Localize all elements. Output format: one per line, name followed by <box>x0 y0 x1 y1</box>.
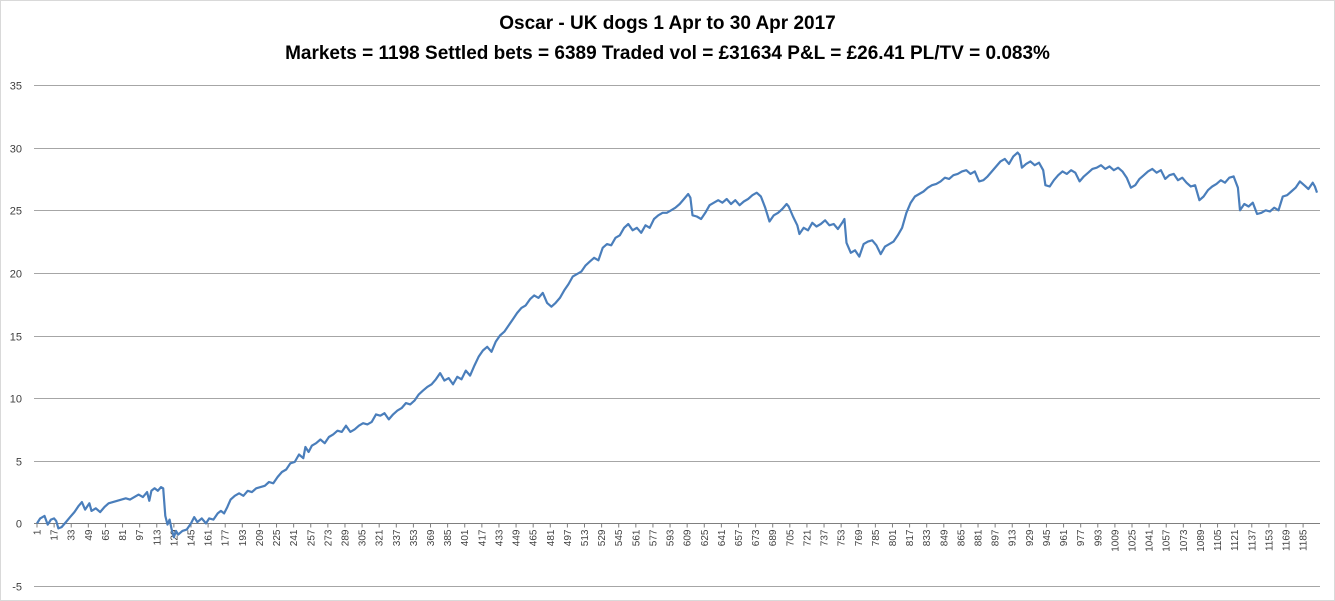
series-layer <box>36 151 1319 539</box>
x-tick-label: 1057 <box>1162 529 1173 552</box>
x-tick-label: 513 <box>580 529 591 546</box>
gridlines <box>34 85 1320 587</box>
x-tick-label: 625 <box>700 529 711 546</box>
y-axis-tick-labels: -5 0 5 10 15 20 25 30 35 <box>10 81 22 594</box>
x-tick-label: 177 <box>221 529 232 546</box>
y-tick-label: -5 <box>12 582 22 594</box>
x-tick-label: 1 <box>33 529 44 535</box>
x-tick-label: 1169 <box>1281 529 1292 551</box>
x-tick-label: 689 <box>768 529 779 546</box>
x-tick-label: 209 <box>255 529 266 546</box>
x-tick-label: 193 <box>238 529 249 546</box>
x-tick-label: 897 <box>991 529 1002 546</box>
x-tick-label: 1025 <box>1128 529 1139 552</box>
y-tick-label: 10 <box>10 394 22 406</box>
x-tick-label: 289 <box>340 529 351 546</box>
x-tick-label: 961 <box>1059 529 1070 546</box>
x-tick-label: 737 <box>820 529 831 546</box>
x-tick-label: 993 <box>1093 529 1104 546</box>
x-tick-label: 33 <box>67 529 78 541</box>
y-tick-label: 15 <box>10 332 22 344</box>
chart-title: Oscar - UK dogs 1 Apr to 30 Apr 2017 <box>499 13 836 34</box>
x-tick-label: 1089 <box>1196 529 1207 552</box>
x-tick-label: 1009 <box>1110 529 1121 552</box>
x-tick-label: 305 <box>358 529 369 546</box>
x-tick-label: 257 <box>306 529 317 546</box>
x-axis-tick-labels: 1 17 33 49 65 81 97 113 129 145 161 177 193 209 225 241… <box>33 529 1310 552</box>
x-tick-label: 1185 <box>1299 529 1310 551</box>
x-tick-label: 849 <box>939 529 950 546</box>
x-tick-label: 785 <box>871 529 882 546</box>
x-tick-label: 225 <box>272 529 283 546</box>
y-tick-label: 30 <box>10 144 22 156</box>
chart-subtitle: Markets = 1198 Settled bets = 6389 Trade… <box>285 43 1050 64</box>
x-tick-label: 801 <box>888 529 899 546</box>
y-tick-label: 0 <box>16 519 22 531</box>
x-tick-label: 321 <box>375 529 386 546</box>
x-tick-label: 49 <box>84 529 95 541</box>
x-tick-label: 1153 <box>1264 529 1275 551</box>
x-tick-label: 881 <box>974 529 985 546</box>
x-tick-label: 833 <box>922 529 933 546</box>
x-tick-label: 577 <box>648 529 659 546</box>
x-tick-label: 273 <box>323 529 334 546</box>
x-tick-label: 97 <box>135 529 146 541</box>
y-tick-label: 25 <box>10 206 22 218</box>
x-tick-label: 913 <box>1008 529 1019 546</box>
x-tick-label: 721 <box>802 529 813 546</box>
x-tick-label: 481 <box>546 529 557 546</box>
x-tick-label: 929 <box>1025 529 1036 546</box>
x-tick-label: 657 <box>734 529 745 546</box>
x-tick-label: 385 <box>443 529 454 546</box>
x-tick-label: 1041 <box>1145 529 1156 552</box>
x-tick-label: 161 <box>204 529 215 546</box>
x-tick-label: 433 <box>494 529 505 546</box>
x-tick-label: 369 <box>426 529 437 546</box>
x-tick-label: 417 <box>477 529 488 546</box>
x-tick-label: 1121 <box>1230 529 1241 551</box>
x-tick-label: 81 <box>118 529 129 541</box>
x-tick-label: 545 <box>614 529 625 546</box>
x-tick-label: 817 <box>905 529 916 546</box>
x-tick-label: 337 <box>392 529 403 546</box>
x-tick-label: 529 <box>597 529 608 546</box>
x-tick-label: 497 <box>563 529 574 546</box>
x-tick-label: 945 <box>1042 529 1053 546</box>
x-tick-label: 449 <box>512 529 523 546</box>
x-tick-label: 17 <box>50 529 61 541</box>
x-tick-label: 865 <box>956 529 967 546</box>
x-tick-label: 1137 <box>1247 529 1258 551</box>
y-tick-label: 35 <box>10 81 22 93</box>
x-tick-label: 401 <box>460 529 471 546</box>
x-tick-label: 113 <box>152 529 163 545</box>
x-tick-label: 673 <box>751 529 762 546</box>
x-tick-label: 1073 <box>1179 529 1190 552</box>
y-tick-label: 5 <box>16 457 22 469</box>
x-tick-label: 641 <box>717 529 728 546</box>
y-tick-label: 20 <box>10 269 22 281</box>
x-tick-label: 353 <box>409 529 420 546</box>
x-tick-label: 241 <box>289 529 300 546</box>
x-tick-label: 145 <box>186 529 197 546</box>
series-line-0 <box>36 151 1319 539</box>
x-tick-label: 705 <box>785 529 796 546</box>
x-tick-label: 609 <box>683 529 694 546</box>
x-tick-label: 769 <box>854 529 865 546</box>
x-tick-label: 593 <box>666 529 677 546</box>
x-tick-label: 753 <box>837 529 848 546</box>
x-tick-label: 65 <box>101 529 112 541</box>
x-tick-label: 1105 <box>1213 529 1224 551</box>
x-tick-label: 465 <box>529 529 540 546</box>
x-tick-label: 561 <box>631 529 642 546</box>
x-tick-label: 977 <box>1076 529 1087 546</box>
